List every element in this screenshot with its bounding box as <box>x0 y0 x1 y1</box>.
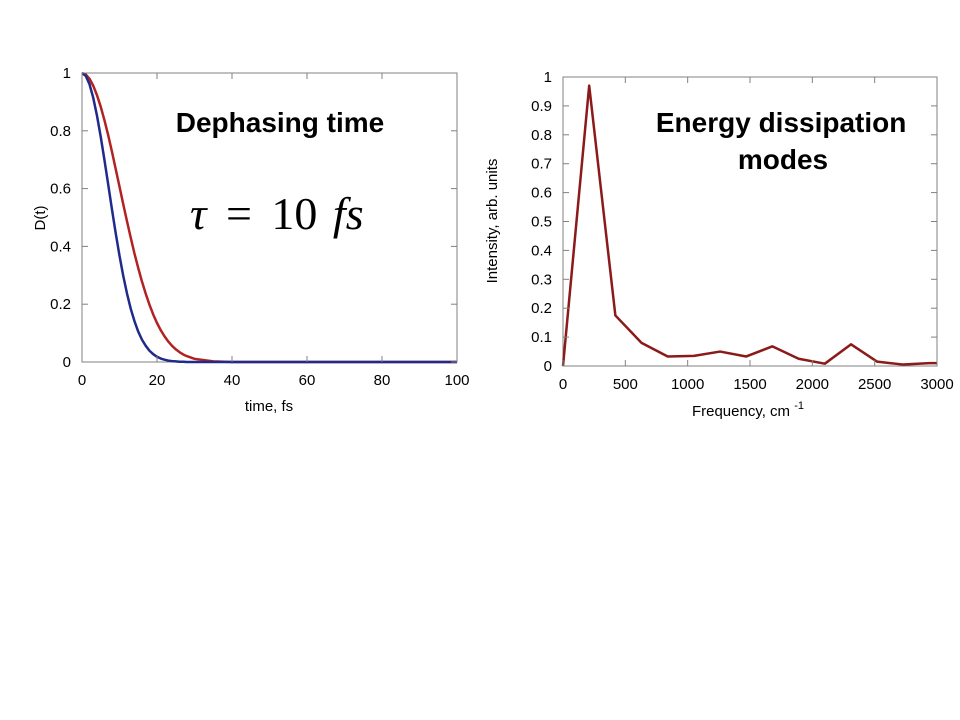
formula-tau-symbol: τ <box>190 188 208 239</box>
formula-equals-sign: = <box>226 188 252 239</box>
dissipation-y-tick-label: 0.2 <box>531 300 552 317</box>
dissipation-y-tick-label: 0.5 <box>531 214 552 231</box>
dephasing-y-ticks: 0 0.2 0.4 0.6 0.8 1 <box>50 65 457 371</box>
dissipation-x-tick-label: 2000 <box>796 376 829 393</box>
dephasing-chart: 0 0.2 0.4 0.6 0.8 1 0 20 40 60 80 100 time, fs D(t… <box>32 65 470 415</box>
formula-value: 10 <box>271 188 317 239</box>
dissipation-y-tick-label: 0.6 <box>531 185 552 202</box>
dissipation-y-tick-label: 0.8 <box>531 127 552 144</box>
dissipation-y-axis-label: Intensity, arb. units <box>484 159 501 284</box>
dissipation-y-tick-label: 0.9 <box>531 98 552 115</box>
dissipation-y-tick-label: 0.4 <box>531 242 552 259</box>
dephasing-x-tick-label: 100 <box>444 372 469 389</box>
dissipation-y-tick-label: 0 <box>544 358 552 375</box>
dephasing-y-tick-label: 0.4 <box>50 238 71 255</box>
dephasing-y-tick-label: 0.6 <box>50 181 71 198</box>
dissipation-x-tick-label: 2500 <box>858 376 891 393</box>
dissipation-annotation: Energy dissipation modes <box>656 107 914 175</box>
dissipation-y-tick-label: 0.7 <box>531 156 552 173</box>
dephasing-y-tick-label: 0.2 <box>50 296 71 313</box>
dephasing-series-line-2 <box>81 72 457 364</box>
dephasing-x-axis-label: time, fs <box>245 398 293 415</box>
dissipation-x-ticks: 0 500 1000 1500 2000 2500 3000 <box>559 77 954 393</box>
dissipation-x-axis-label-superscript: -1 <box>794 400 804 412</box>
dissipation-x-tick-label: 500 <box>613 376 638 393</box>
dephasing-x-tick-label: 80 <box>374 372 391 389</box>
dissipation-x-axis-label: Frequency, cm -1 <box>692 400 804 420</box>
dephasing-annotation: Dephasing time <box>176 107 384 138</box>
dissipation-y-tick-label: 0.3 <box>531 271 552 288</box>
dephasing-y-axis-label: D(t) <box>32 206 49 231</box>
dissipation-y-ticks: 0 0.1 0.2 0.3 0.4 0.5 0.6 0.7 0.8 0.9 1 <box>531 69 937 375</box>
dephasing-formula: τ = 10 fs <box>190 188 364 239</box>
dissipation-annotation-line-2: modes <box>738 144 828 175</box>
dissipation-x-tick-label: 1000 <box>671 376 704 393</box>
dephasing-series-group <box>81 71 457 364</box>
dissipation-x-axis-label-text: Frequency, cm <box>692 403 790 420</box>
dephasing-x-tick-label: 60 <box>299 372 316 389</box>
dissipation-chart: 0 0.1 0.2 0.3 0.4 0.5 0.6 0.7 0.8 0.9 1 0 500 1000 15… <box>484 69 954 420</box>
dissipation-annotation-line-1: Energy dissipation <box>656 107 907 138</box>
dissipation-series-group <box>561 84 937 367</box>
dephasing-x-tick-label: 0 <box>78 372 86 389</box>
formula-unit: fs <box>333 188 364 239</box>
dissipation-y-tick-label: 0.1 <box>531 329 552 346</box>
dissipation-x-tick-label: 1500 <box>733 376 766 393</box>
dephasing-x-ticks: 0 20 40 60 80 100 <box>78 73 470 389</box>
dissipation-series-line-1 <box>561 84 937 367</box>
dissipation-x-tick-label: 3000 <box>920 376 953 393</box>
dephasing-y-tick-label: 0 <box>63 354 71 371</box>
dephasing-x-tick-label: 40 <box>224 372 241 389</box>
dissipation-y-tick-label: 1 <box>544 69 552 86</box>
dephasing-y-tick-label: 1 <box>63 65 71 82</box>
dephasing-y-tick-label: 0.8 <box>50 123 71 140</box>
dissipation-x-tick-label: 0 <box>559 376 567 393</box>
dephasing-x-tick-label: 20 <box>149 372 166 389</box>
